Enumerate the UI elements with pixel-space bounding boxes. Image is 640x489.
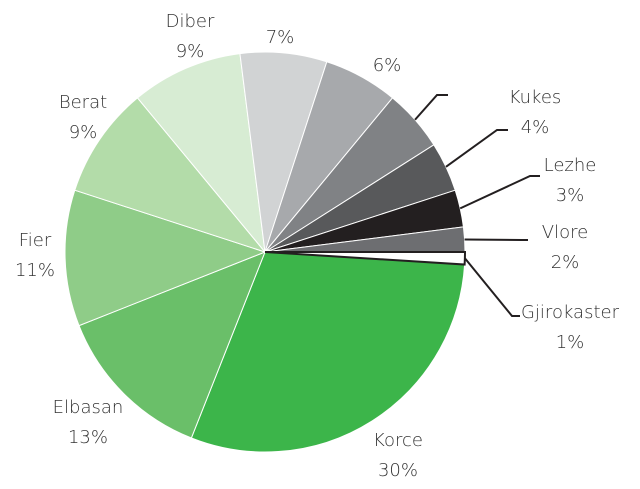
pie-slice	[78, 251, 266, 439]
value-label: 6%	[373, 55, 402, 76]
pie-slice	[64, 189, 267, 327]
value-label: 7%	[266, 27, 295, 48]
pie-slice	[264, 251, 467, 266]
slice-label: Lezhe	[544, 155, 597, 176]
value-label: 3%	[556, 185, 585, 206]
pie-slice	[190, 251, 466, 453]
value-label: 11%	[15, 260, 55, 281]
leader-line	[464, 238, 528, 241]
slice-label: Fier	[19, 230, 52, 251]
leader-line	[414, 94, 448, 121]
slice-label: Elbasan	[53, 397, 124, 418]
slice-label: Diber	[166, 11, 215, 32]
slice-label: Berat	[59, 92, 107, 113]
value-label: 13%	[68, 427, 108, 448]
slice-label: Kukes	[509, 87, 562, 108]
value-label: 2%	[551, 252, 580, 273]
pie-slice	[136, 53, 266, 254]
leader-line	[445, 129, 508, 168]
value-label: 1%	[556, 332, 585, 353]
slice-label: Vlore	[542, 222, 588, 243]
value-label: 9%	[69, 122, 98, 143]
leader-line	[459, 175, 540, 210]
value-label: 30%	[378, 460, 418, 481]
slice-label: Korce	[373, 430, 423, 451]
leader-line	[464, 257, 520, 317]
pie-slice	[74, 97, 267, 254]
value-label: 9%	[176, 41, 205, 62]
slice-label: Gjirokaster	[521, 302, 620, 323]
value-label: 4%	[521, 117, 550, 138]
